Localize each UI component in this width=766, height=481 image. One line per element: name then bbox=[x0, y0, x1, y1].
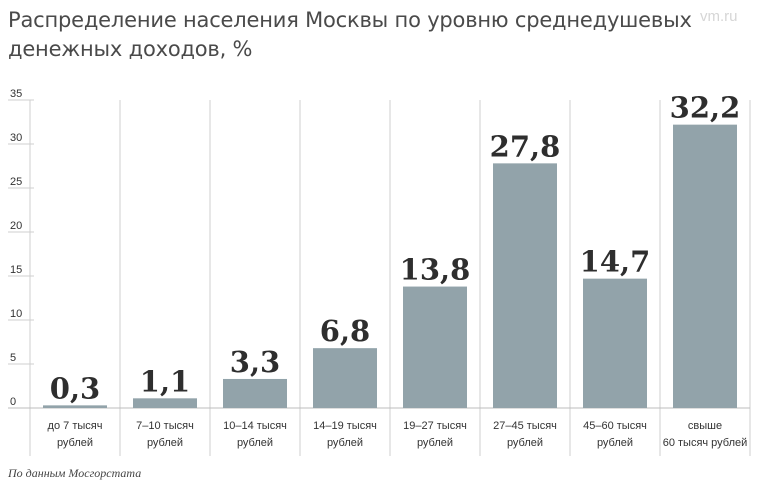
category-label: свыше bbox=[688, 420, 722, 432]
category-label: рублей bbox=[147, 437, 183, 449]
category-label: 10–14 тысяч bbox=[223, 420, 287, 432]
watermark: vm.ru bbox=[700, 8, 738, 25]
bar bbox=[223, 378, 287, 408]
bars bbox=[43, 124, 737, 408]
data-label: 27,8 bbox=[490, 129, 561, 163]
category-labels: до 7 тысяч рублей 7–10 тысяч рублей 10–14 ты… bbox=[48, 420, 748, 449]
y-tick-label: 0 bbox=[10, 396, 16, 408]
category-label: 14–19 тысяч bbox=[313, 420, 377, 432]
bar bbox=[403, 286, 467, 408]
category-label: 27–45 тысяч bbox=[493, 420, 557, 432]
y-tick-label: 15 bbox=[10, 264, 22, 276]
data-label: 0,3 bbox=[50, 371, 100, 405]
grid-layer bbox=[8, 99, 751, 456]
category-label: до 7 тысяч bbox=[48, 420, 103, 432]
bar bbox=[583, 278, 647, 408]
category-label: рублей bbox=[507, 437, 543, 449]
data-label: 32,2 bbox=[670, 91, 741, 125]
category-label: рублей bbox=[417, 437, 453, 449]
data-label: 1,1 bbox=[140, 364, 190, 398]
y-tick-label: 30 bbox=[10, 132, 22, 144]
bar bbox=[673, 124, 737, 408]
data-labels: 0,3 1,1 3,3 6,8 13,8 27,8 14,7 32,2 bbox=[50, 91, 741, 406]
category-label: 60 тысяч рублей bbox=[663, 437, 748, 449]
bar bbox=[133, 398, 197, 408]
data-label: 3,3 bbox=[230, 345, 280, 379]
bar-chart: 0 5 10 15 20 25 30 35 0,3 1,1 3,3 6,8 13,8 27,8 14,7 3… bbox=[8, 88, 751, 456]
bar bbox=[493, 163, 557, 408]
data-label: 13,8 bbox=[400, 253, 471, 287]
source-note: По данным Мосгорстата bbox=[8, 466, 142, 480]
bar bbox=[43, 405, 107, 408]
category-label: рублей bbox=[327, 437, 363, 449]
y-axis-ticks: 0 5 10 15 20 25 30 35 bbox=[10, 88, 22, 408]
category-label: 19–27 тысяч bbox=[403, 420, 467, 432]
category-label: 7–10 тысяч bbox=[136, 420, 194, 432]
y-tick-label: 35 bbox=[10, 88, 22, 100]
y-tick-label: 5 bbox=[10, 352, 16, 364]
data-label: 6,8 bbox=[320, 314, 370, 348]
bar bbox=[313, 348, 377, 408]
y-tick-label: 20 bbox=[10, 220, 22, 232]
category-label: рублей bbox=[57, 437, 93, 449]
category-label: рублей bbox=[237, 437, 273, 449]
data-label: 14,7 bbox=[580, 245, 651, 279]
category-label: рублей bbox=[597, 437, 633, 449]
category-label: 45–60 тысяч bbox=[583, 420, 647, 432]
chart-title: Распределение населения Москвы по уровню… bbox=[8, 8, 692, 61]
y-tick-label: 10 bbox=[10, 308, 22, 320]
y-tick-label: 25 bbox=[10, 176, 22, 188]
